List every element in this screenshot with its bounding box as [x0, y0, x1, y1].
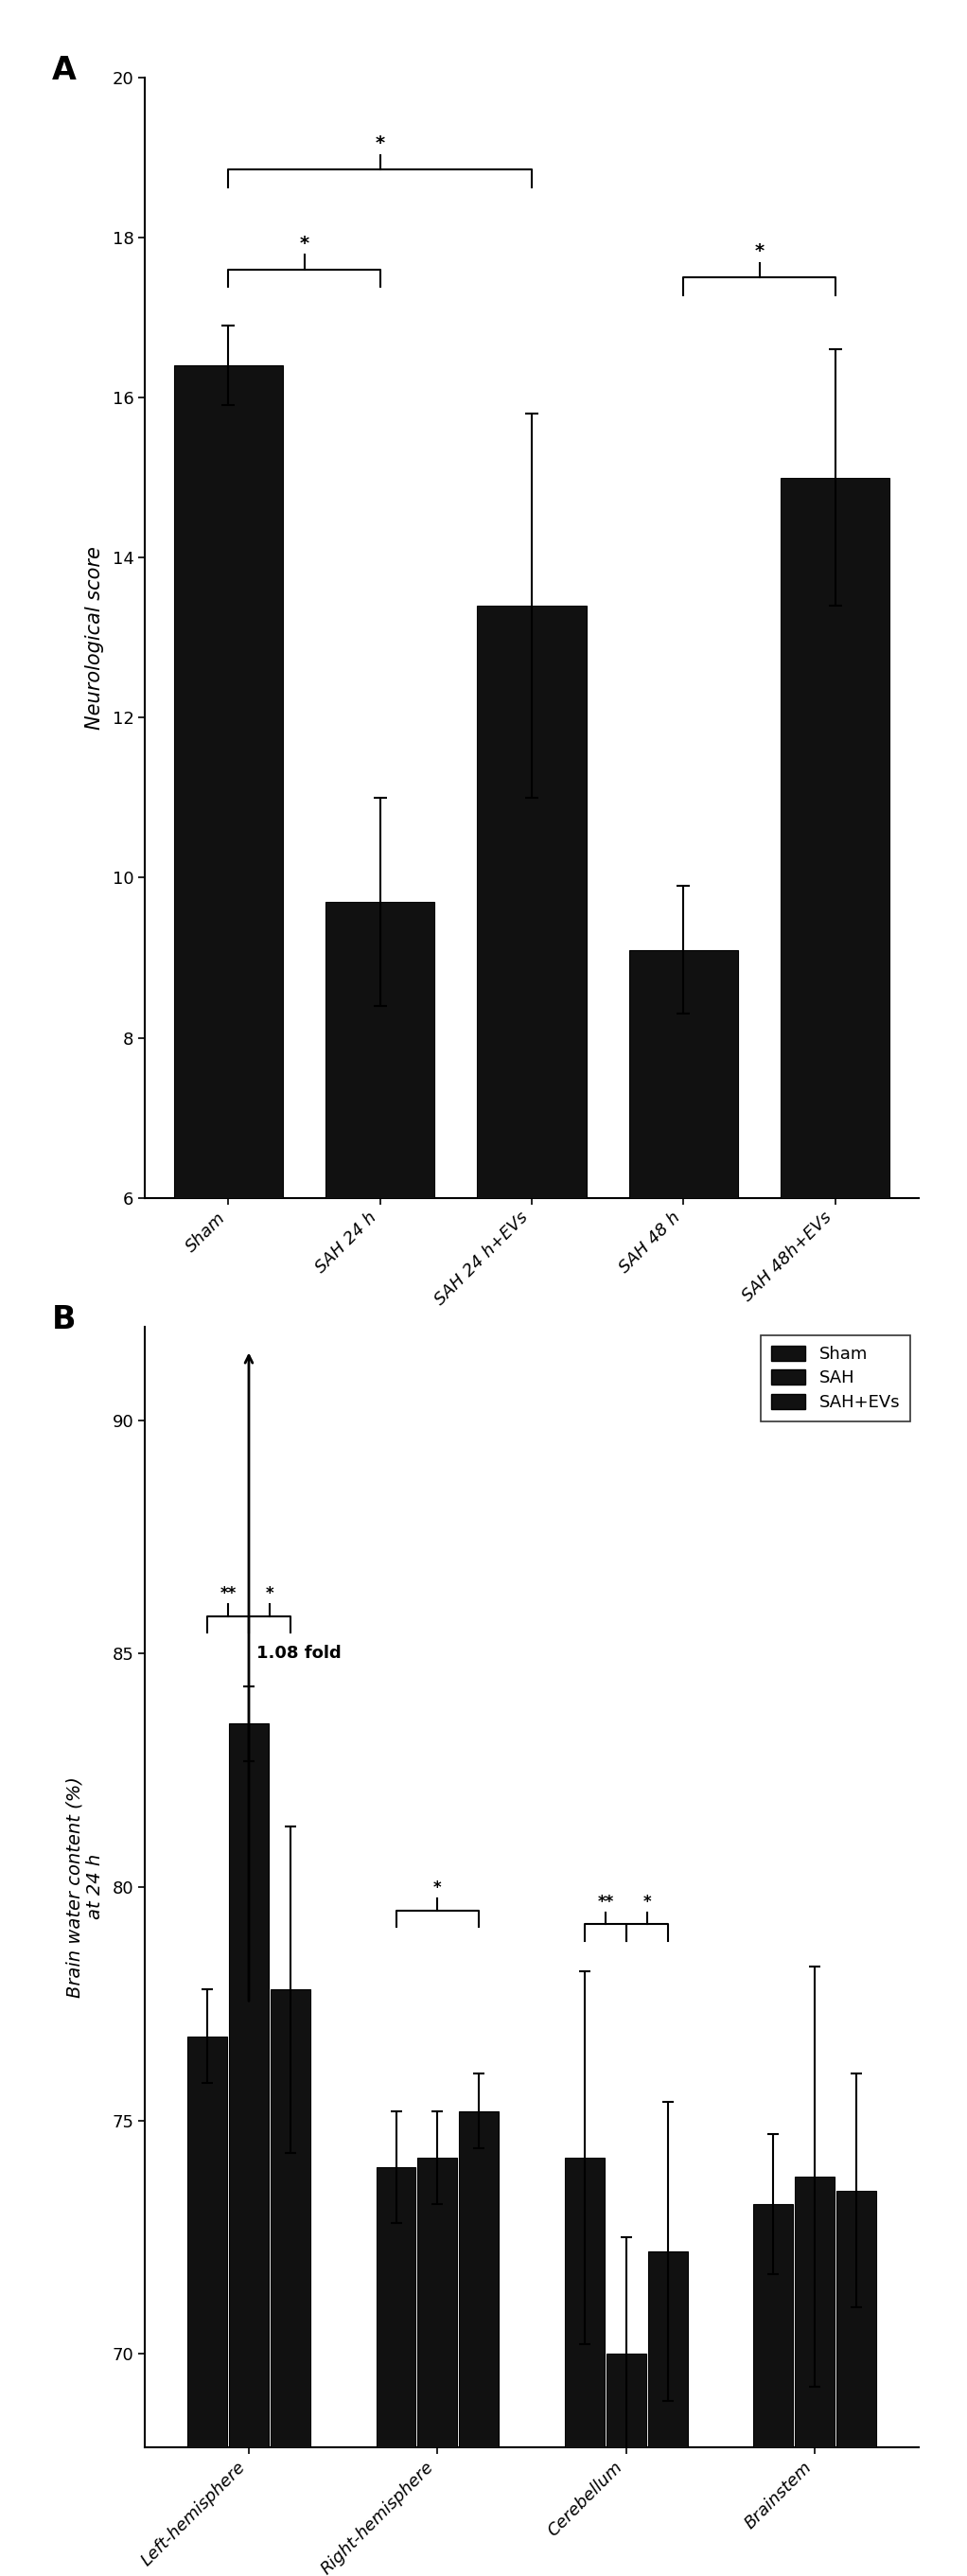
Bar — [836, 2190, 876, 2576]
Bar — [565, 2159, 604, 2576]
Text: *: * — [300, 234, 309, 252]
Bar — [478, 605, 586, 1677]
Bar — [795, 2177, 835, 2576]
Bar — [188, 2035, 227, 2576]
Y-axis label: Brain water content (%)
at 24 h: Brain water content (%) at 24 h — [66, 1777, 104, 1996]
Text: 1.08 fold: 1.08 fold — [256, 1646, 341, 1662]
Text: A: A — [52, 54, 76, 85]
Text: **: ** — [598, 1893, 614, 1911]
Bar — [174, 366, 283, 1677]
Text: *: * — [643, 1893, 651, 1911]
Text: *: * — [754, 242, 764, 260]
Bar — [606, 2354, 646, 2576]
Legend: Sham, SAH, SAH+EVs: Sham, SAH, SAH+EVs — [761, 1334, 910, 1422]
Text: **: ** — [220, 1584, 236, 1602]
Bar — [753, 2205, 793, 2576]
Bar — [376, 2166, 416, 2576]
Bar — [229, 1723, 269, 2576]
Bar — [326, 902, 435, 1677]
Y-axis label: Neurological score: Neurological score — [85, 546, 104, 729]
Bar — [271, 1989, 310, 2576]
Bar — [629, 951, 738, 1677]
Text: B: B — [52, 1303, 76, 1334]
Bar — [648, 2251, 688, 2576]
Text: *: * — [375, 134, 385, 152]
Bar — [780, 477, 890, 1677]
Text: *: * — [266, 1584, 274, 1602]
Bar — [418, 2159, 457, 2576]
Bar — [459, 2110, 499, 2576]
Text: *: * — [433, 1880, 442, 1896]
